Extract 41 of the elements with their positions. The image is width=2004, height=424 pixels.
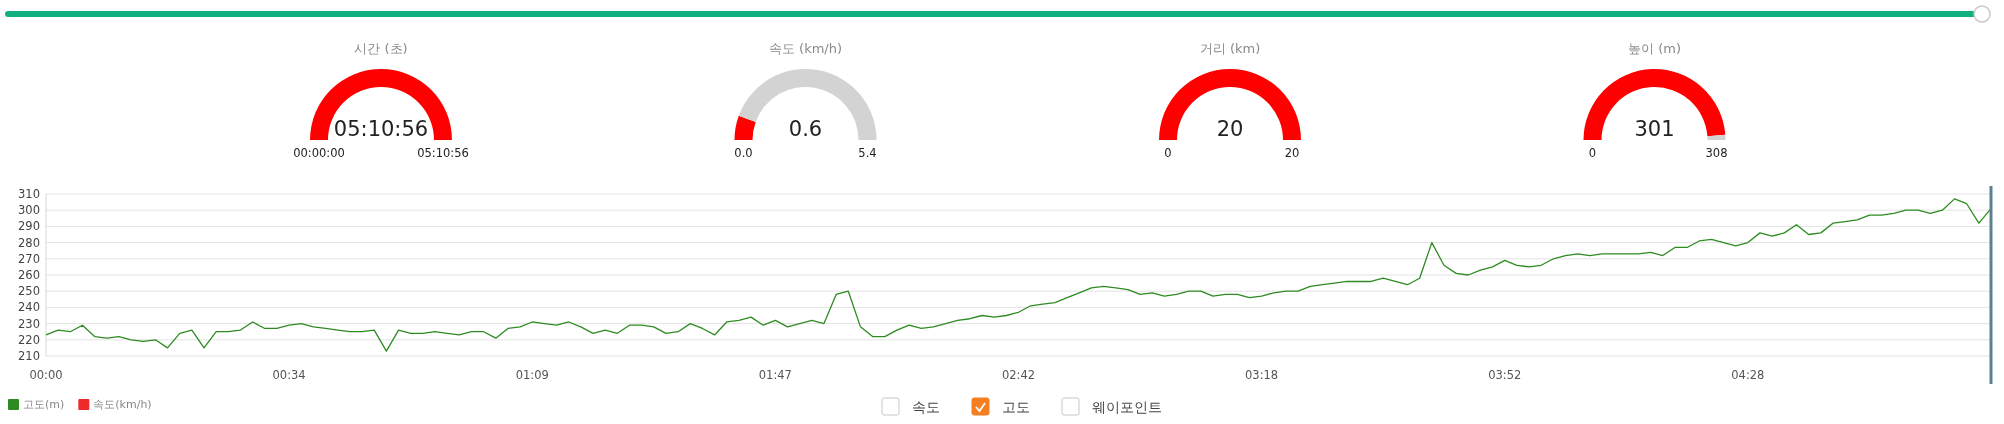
text: 00:00:00 (293, 146, 345, 160)
text: 20 (1216, 117, 1244, 141)
chart-title: 속도 (km/h) (768, 41, 843, 56)
text: 0 (1164, 146, 1172, 160)
x-tick-label: 01:47 (758, 368, 792, 382)
y-tick-label: 260 (18, 268, 40, 282)
text: 0.6 (788, 117, 823, 141)
text: 301 (1634, 117, 1675, 141)
y-tick-label: 220 (18, 332, 40, 347)
y-tick-label: 310 (18, 187, 40, 201)
text: 웨이포인트 (1092, 399, 1162, 415)
text: 0.0 (734, 146, 753, 160)
text: 05:10:56 (333, 117, 429, 141)
text: 5.4 (858, 146, 877, 160)
y-tick-label: 270 (18, 251, 40, 266)
x-tick-label: 03:18 (1245, 368, 1279, 382)
text: 고도 (1002, 399, 1030, 415)
x-tick-label: 00:34 (272, 368, 306, 382)
y-tick-label: 290 (18, 219, 40, 234)
legend-label: 고도(m) (23, 398, 65, 411)
y-tick-label: 300 (18, 203, 40, 218)
text: 05:10:56 (417, 146, 469, 160)
x-tick-label: 03:52 (1488, 368, 1522, 382)
y-tick-label: 230 (18, 316, 40, 331)
text: 20 (1284, 146, 1300, 160)
y-tick-label: 240 (18, 300, 40, 315)
chart-title: 시간 (초) (354, 41, 408, 56)
text: 0 (1588, 146, 1597, 160)
y-tick-label: 210 (18, 349, 40, 363)
chart-title: 높이 (m) (1628, 41, 1681, 56)
legend-label: 속도(km/h) (93, 398, 152, 411)
x-tick-label: 00:00 (29, 368, 63, 382)
x-tick-label: 02:42 (1001, 368, 1036, 382)
line-series (45, 198, 1992, 352)
text: 속도 (912, 399, 940, 415)
y-tick-label: 250 (18, 284, 40, 299)
chart-title: 거리 (km) (1199, 41, 1261, 56)
x-tick-label: 01:09 (515, 368, 549, 382)
text: 308 (1705, 146, 1728, 160)
x-tick-label: 04:28 (1731, 368, 1765, 382)
y-tick-label: 280 (18, 235, 40, 250)
